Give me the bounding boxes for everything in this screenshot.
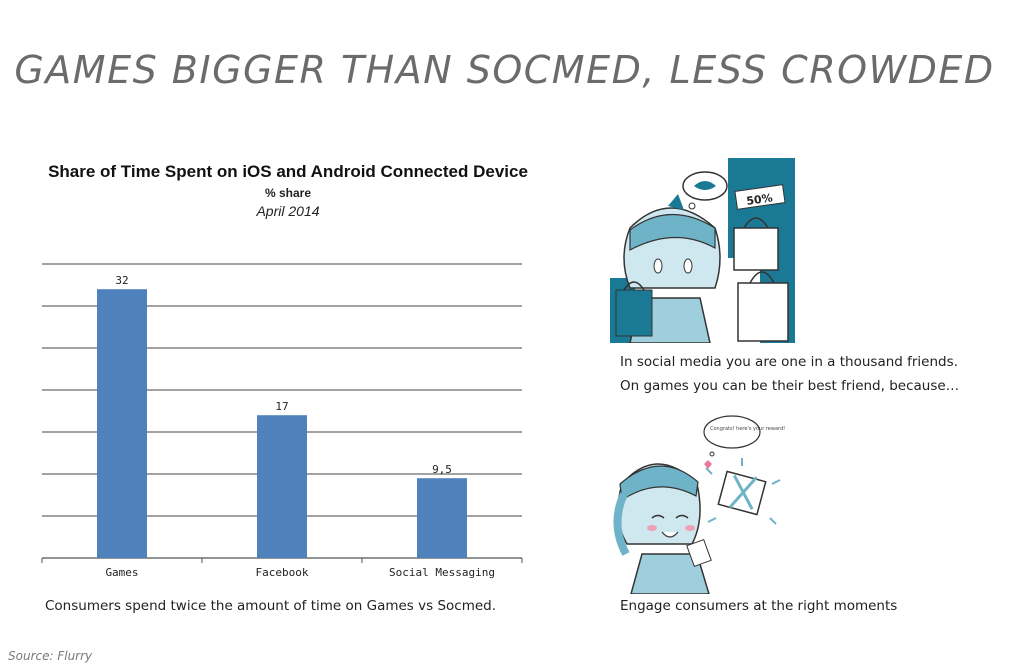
page-title: GAMES BIGGER THAN SOCMED, LESS CROWDED: [14, 48, 995, 92]
chart-header: Share of Time Spent on iOS and Android C…: [20, 162, 556, 219]
bar-games: [97, 289, 147, 558]
x-tick-label: Games: [105, 566, 138, 579]
engage-caption: Engage consumers at the right moments: [620, 598, 898, 614]
chart-caption: Consumers spend twice the amount of time…: [45, 598, 497, 614]
x-tick-label: Social Messaging: [389, 566, 495, 579]
shopping-girl-illustration: 50%: [610, 158, 795, 343]
gift-girl-illustration: Congrats! here's your reward!: [613, 415, 785, 594]
discount-tag-text: 50%: [746, 191, 774, 208]
x-tick-label: Facebook: [256, 566, 309, 579]
bar-chart: 32 Games 17 Facebook 9,5 Social Messaging: [41, 263, 523, 579]
chart-subtitle: % share: [264, 186, 312, 200]
social-media-caption: In social media you are one in a thousan…: [620, 354, 958, 370]
games-caption: On games you can be their best friend, b…: [620, 378, 960, 394]
data-label: 17: [275, 400, 288, 413]
chart-date-label: April 2014: [256, 203, 320, 219]
data-label: 9,5: [432, 463, 452, 476]
data-label: 32: [115, 274, 128, 287]
chart-title: Share of Time Spent on iOS and Android C…: [48, 162, 528, 181]
source-note: Source: Flurry: [8, 649, 93, 663]
gift-speech-text: Congrats! here's your reward!: [710, 426, 785, 432]
bar-social-messaging: [417, 478, 467, 558]
bar-facebook: [257, 415, 307, 558]
